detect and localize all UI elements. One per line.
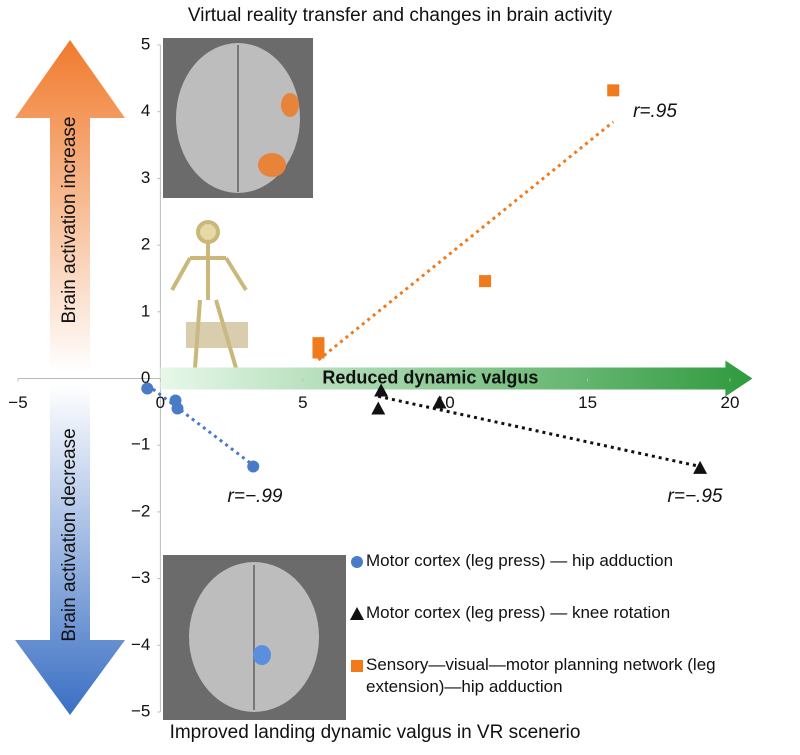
- brain-image: [163, 555, 346, 720]
- point: [607, 84, 620, 97]
- y-tick-label: 0: [141, 368, 150, 387]
- legend-label: Motor cortex (leg press) — hip adduction: [366, 551, 674, 570]
- trend-line: [146, 383, 255, 467]
- trend-line: [317, 120, 615, 362]
- point: [247, 460, 260, 473]
- y-tick-label: −1: [131, 435, 150, 454]
- valgus-arrow: [160, 360, 753, 397]
- y-tick-label: 2: [141, 235, 150, 254]
- legend-label: Motor cortex (leg press) — knee rotation: [366, 603, 671, 622]
- point: [371, 401, 386, 415]
- arrow-label: Reduced dynamic valgus: [322, 367, 538, 387]
- point: [351, 660, 363, 672]
- y-tick-label: 4: [141, 101, 150, 120]
- x-tick-label: 0: [156, 393, 165, 412]
- x-tick-label: 15: [578, 393, 597, 412]
- decrease-arrow: [15, 385, 125, 715]
- y-tick-label: 1: [141, 301, 150, 320]
- arrow-label: Brain activation decrease: [59, 428, 80, 641]
- annotation: r=−.99: [228, 486, 283, 507]
- increase-arrow: [15, 40, 125, 372]
- x-tick-label: −5: [8, 393, 27, 412]
- point: [351, 556, 363, 568]
- y-tick-label: 5: [141, 34, 150, 53]
- point: [374, 383, 389, 397]
- x-axis-label: Improved landing dynamic valgus in VR sc…: [170, 722, 581, 743]
- point: [350, 607, 364, 620]
- brain-image: [163, 38, 313, 198]
- point: [312, 337, 325, 350]
- legend-item: Motor cortex (leg press) — knee rotation: [366, 603, 671, 622]
- legend-item: Sensory—visual—motor planning network (l…: [366, 655, 716, 696]
- point: [479, 275, 492, 288]
- trend-line: [377, 394, 701, 468]
- point: [141, 382, 154, 395]
- y-tick-label: −4: [131, 635, 150, 654]
- y-tick-label: −2: [131, 501, 150, 520]
- arrow-label: Brain activation increase: [59, 117, 80, 324]
- y-tick-label: −5: [131, 701, 150, 720]
- y-tick-label: 3: [141, 168, 150, 187]
- x-tick-label: 20: [721, 393, 740, 412]
- chart-title: Virtual reality transfer and changes in …: [188, 5, 613, 26]
- legend-label: Sensory—visual—motor planning network (l…: [366, 655, 716, 696]
- point: [693, 460, 708, 474]
- point: [312, 346, 325, 359]
- y-tick-label: −3: [131, 568, 150, 587]
- annotation: r=−.95: [668, 486, 723, 507]
- x-tick-label: 5: [298, 393, 307, 412]
- point: [171, 402, 184, 415]
- skeleton-image: [170, 220, 248, 369]
- annotation: r=.95: [633, 101, 677, 122]
- point: [432, 395, 447, 409]
- legend-item: Motor cortex (leg press) — hip adduction: [366, 551, 674, 570]
